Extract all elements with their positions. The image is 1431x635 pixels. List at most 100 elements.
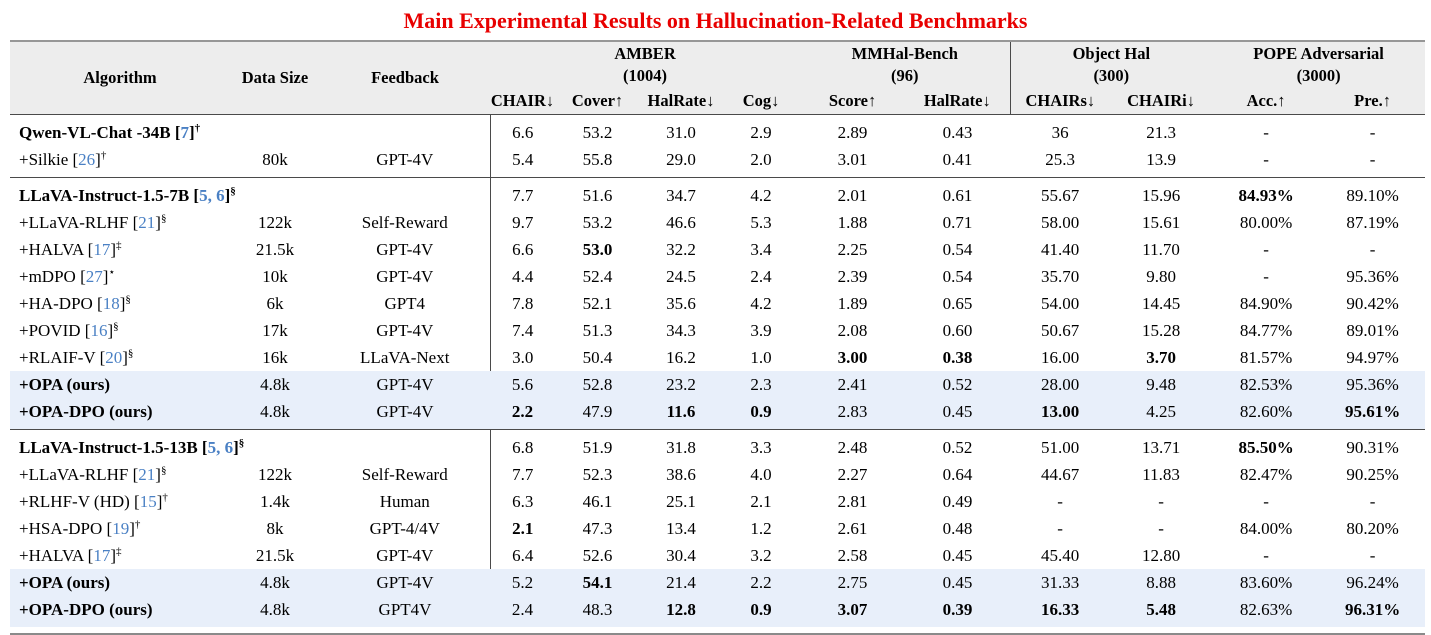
citation-link[interactable]: 18 — [102, 293, 120, 313]
value-cell: 96.31% — [1344, 599, 1401, 619]
citation-link[interactable]: 21 — [138, 212, 156, 232]
value-cell: 48.3 — [582, 599, 613, 619]
citation-link[interactable]: 21 — [138, 464, 156, 484]
value-cell: 11.70 — [1142, 239, 1180, 259]
feedback-cell — [320, 114, 490, 146]
algorithm-cell: +mDPO [27]⋆ — [19, 265, 116, 286]
footnote-marker: ‡ — [115, 238, 122, 251]
feedback-cell: Self-Reward — [361, 212, 448, 232]
value-cell: 11.6 — [666, 401, 696, 421]
data-size-cell: 4.8k — [260, 374, 290, 394]
metric-header: CHAIRs↓ — [1009, 88, 1111, 115]
value-cell: - — [1263, 266, 1269, 286]
value-cell: 12.80 — [1141, 545, 1181, 565]
value-cell: 0.38 — [942, 347, 973, 367]
feedback-cell: Human — [379, 491, 430, 511]
value-cell: 1.89 — [837, 293, 868, 313]
value-cell: - — [1212, 114, 1321, 146]
algorithm-cell: +RLHF-V (HD) [15]† — [19, 490, 168, 511]
value-cell: - — [1369, 545, 1376, 565]
value-cell: 0.52 — [905, 429, 1011, 461]
data-size-cell: 8k — [266, 518, 284, 538]
value-cell: 46.1 — [582, 491, 613, 511]
value-cell: 89.10% — [1320, 177, 1426, 209]
footnote-marker: † — [162, 490, 168, 503]
value-cell: 2.61 — [837, 518, 868, 538]
group-header-pope-adversarial: POPE Adversarial (3000) — [1212, 41, 1426, 88]
value-cell: 16.2 — [666, 347, 696, 367]
value-cell: 50.4 — [582, 347, 613, 367]
value-cell: 0.60 — [942, 320, 973, 340]
value-cell: 84.00% — [1239, 518, 1293, 538]
value-cell: 0.41 — [942, 149, 973, 169]
footnote-marker: † — [134, 517, 141, 530]
value-cell: 3.4 — [750, 239, 772, 259]
algorithm-cell: Qwen-VL-Chat -34B [7]† — [10, 114, 230, 146]
value-cell: 83.60% — [1239, 572, 1293, 592]
feedback-cell — [320, 177, 490, 209]
value-cell: 84.90% — [1239, 293, 1293, 313]
metric-header: Cover↑ — [555, 88, 640, 115]
footnote-marker: § — [238, 436, 245, 449]
metric-header: HalRate↓ — [905, 88, 1011, 115]
value-cell: 90.31% — [1320, 429, 1426, 461]
value-cell: 12.8 — [666, 599, 696, 619]
footnote-marker: § — [127, 346, 134, 359]
value-cell: 31.8 — [640, 429, 722, 461]
value-cell: 3.01 — [837, 149, 868, 169]
citation-link[interactable]: 26 — [78, 149, 96, 169]
value-cell: 89.01% — [1346, 320, 1399, 340]
table-row: +LLaVA-RLHF [21]§ 122k Self-Reward 7.7 52.3 3… — [10, 461, 1425, 488]
value-cell: 8.88 — [1146, 572, 1176, 592]
citation-link[interactable]: 17 — [93, 239, 111, 259]
citation-link[interactable]: 17 — [93, 545, 111, 565]
citation-link[interactable]: 7 — [180, 122, 190, 142]
value-cell: 6.4 — [489, 542, 555, 569]
data-size-cell — [230, 429, 320, 461]
value-cell: 6.3 — [489, 488, 555, 515]
value-cell: 51.00 — [1010, 429, 1111, 461]
footnote-marker: † — [194, 121, 201, 134]
value-cell: 30.4 — [666, 545, 696, 565]
value-cell: 54.1 — [582, 572, 613, 592]
algorithm-cell: +OPA-DPO (ours) — [19, 401, 153, 421]
value-cell: 32.2 — [666, 239, 696, 259]
value-cell: 28.00 — [1040, 374, 1080, 394]
feedback-cell: GPT-4V — [376, 545, 434, 565]
value-cell: 85.50% — [1212, 429, 1321, 461]
value-cell: 5.4 — [489, 146, 555, 178]
value-cell: 1.88 — [837, 212, 868, 232]
value-cell: 2.01 — [800, 177, 906, 209]
citation-link[interactable]: 27 — [85, 266, 103, 286]
citation-link[interactable]: 19 — [112, 518, 130, 538]
value-cell: 21.3 — [1110, 114, 1213, 146]
value-cell: 52.8 — [582, 374, 613, 394]
algorithm-cell: +HALVA [17]‡ — [19, 544, 122, 565]
value-cell: - — [1263, 239, 1269, 259]
value-cell: 5.3 — [750, 212, 772, 232]
table-row: +RLAIF-V [20]§ 16k LLaVA-Next 3.0 50.4 16.2 1.… — [10, 344, 1425, 371]
value-cell: - — [1369, 491, 1376, 511]
citation-link[interactable]: 5, 6 — [199, 185, 225, 205]
data-size-cell: 4.8k — [260, 572, 290, 592]
feedback-cell: GPT-4V — [376, 572, 434, 592]
value-cell: 95.36% — [1346, 266, 1399, 286]
group-count: (1004) — [623, 66, 668, 85]
value-cell: 7.8 — [489, 290, 555, 317]
value-cell: 16.33 — [1040, 599, 1080, 619]
value-cell: - — [1320, 114, 1426, 146]
data-size-cell: 17k — [262, 320, 288, 340]
value-cell: 47.9 — [582, 401, 613, 421]
value-cell: 2.0 — [750, 149, 772, 169]
feedback-cell: GPT-4/4V — [369, 518, 440, 538]
feedback-cell: Self-Reward — [361, 464, 448, 484]
data-size-cell: 10k — [262, 266, 288, 286]
citation-link[interactable]: 20 — [105, 347, 123, 367]
value-cell: 51.6 — [555, 177, 640, 209]
data-size-cell — [230, 114, 320, 146]
citation-link[interactable]: 5, 6 — [207, 437, 234, 457]
value-cell: 80.00% — [1239, 212, 1293, 232]
citation-link[interactable]: 15 — [139, 491, 157, 511]
algorithm-cell: +RLAIF-V [20]§ — [19, 346, 134, 367]
citation-link[interactable]: 16 — [90, 320, 108, 340]
